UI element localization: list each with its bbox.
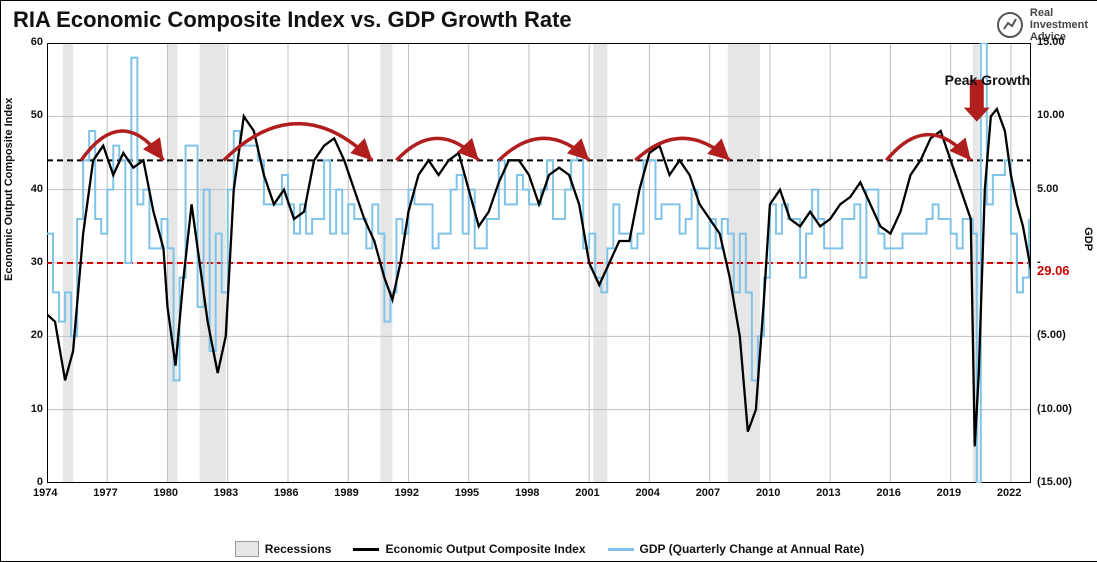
logo-line1: Real (1030, 7, 1088, 19)
y-right-tick-label: 10.00 (1037, 109, 1065, 121)
x-tick-label: 2019 (937, 487, 961, 499)
x-tick-label: 1995 (455, 487, 479, 499)
y-left-tick-label: 60 (31, 36, 43, 48)
gdp-swatch (608, 548, 634, 551)
x-tick-label: 1986 (274, 487, 298, 499)
y-right-tick-label: 5.00 (1037, 183, 1058, 195)
x-tick-label: 1983 (214, 487, 238, 499)
chart-legend: Recessions Economic Output Composite Ind… (1, 541, 1097, 557)
peak-growth-annotation: Peak Growth (945, 72, 1031, 88)
x-tick-label: 1992 (394, 487, 418, 499)
y-right-tick-label: (10.00) (1037, 403, 1072, 415)
chart-title: RIA Economic Composite Index vs. GDP Gro… (13, 7, 572, 33)
x-tick-label: 1989 (334, 487, 358, 499)
x-tick-label: 2010 (756, 487, 780, 499)
legend-eoci: Economic Output Composite Index (353, 541, 585, 557)
x-tick-label: 2013 (816, 487, 840, 499)
current-value-label: 29.06 (1037, 263, 1070, 278)
x-tick-label: 2007 (696, 487, 720, 499)
y-left-tick-label: 40 (31, 183, 43, 195)
x-tick-label: 2022 (997, 487, 1021, 499)
x-tick-label: 2016 (876, 487, 900, 499)
x-tick-label: 1974 (33, 487, 57, 499)
legend-gdp: GDP (Quarterly Change at Annual Rate) (608, 541, 865, 557)
y-left-tick-label: 30 (31, 256, 43, 268)
y-right-tick-label: (5.00) (1037, 329, 1066, 341)
y-left-axis-label: Economic Output Composite Index (3, 98, 15, 281)
x-tick-label: 1977 (93, 487, 117, 499)
plot-area (47, 43, 1031, 483)
y-left-tick-label: 20 (31, 329, 43, 341)
x-tick-label: 2001 (575, 487, 599, 499)
y-right-tick-label: 15.00 (1037, 36, 1065, 48)
recession-swatch (235, 541, 259, 557)
eoci-swatch (353, 548, 379, 551)
y-right-tick-label: (15.00) (1037, 476, 1072, 488)
x-tick-label: 1998 (515, 487, 539, 499)
legend-recessions: Recessions (235, 541, 332, 557)
x-tick-label: 1980 (153, 487, 177, 499)
y-left-tick-label: 10 (31, 403, 43, 415)
logo-line2: Investment (1030, 19, 1088, 31)
x-tick-label: 2004 (635, 487, 659, 499)
chart-container: RIA Economic Composite Index vs. GDP Gro… (0, 0, 1097, 562)
y-left-tick-label: 50 (31, 109, 43, 121)
y-right-axis-label: GDP (1082, 227, 1094, 251)
y-left-tick-label: 0 (37, 476, 43, 488)
logo-icon (996, 11, 1024, 39)
